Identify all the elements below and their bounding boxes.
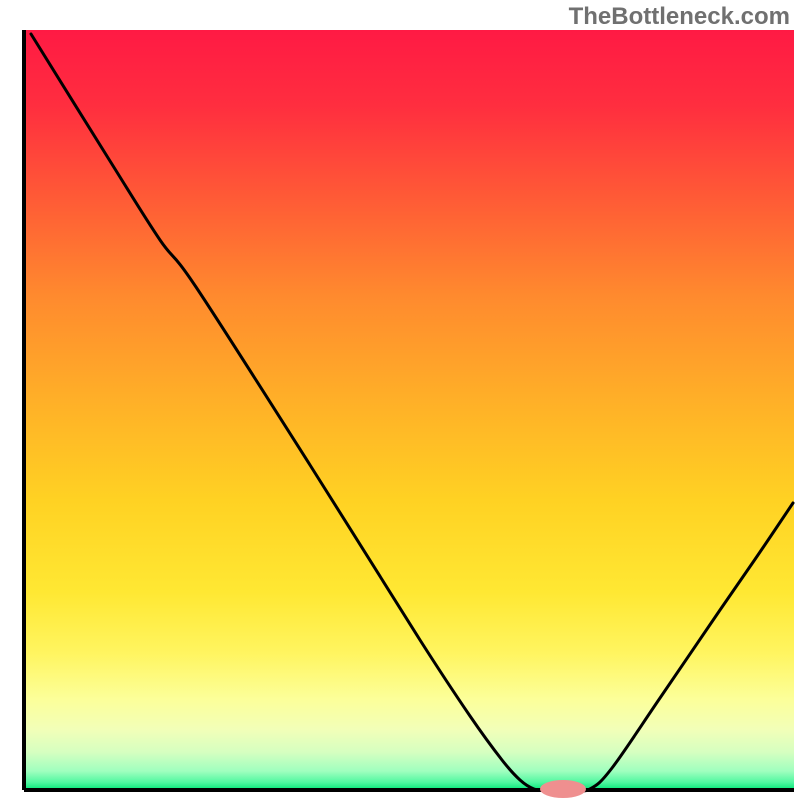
bottleneck-chart: TheBottleneck.com: [0, 0, 800, 800]
watermark-text: TheBottleneck.com: [569, 3, 790, 30]
optimal-point-marker: [540, 780, 586, 798]
plot-background: [24, 30, 794, 790]
